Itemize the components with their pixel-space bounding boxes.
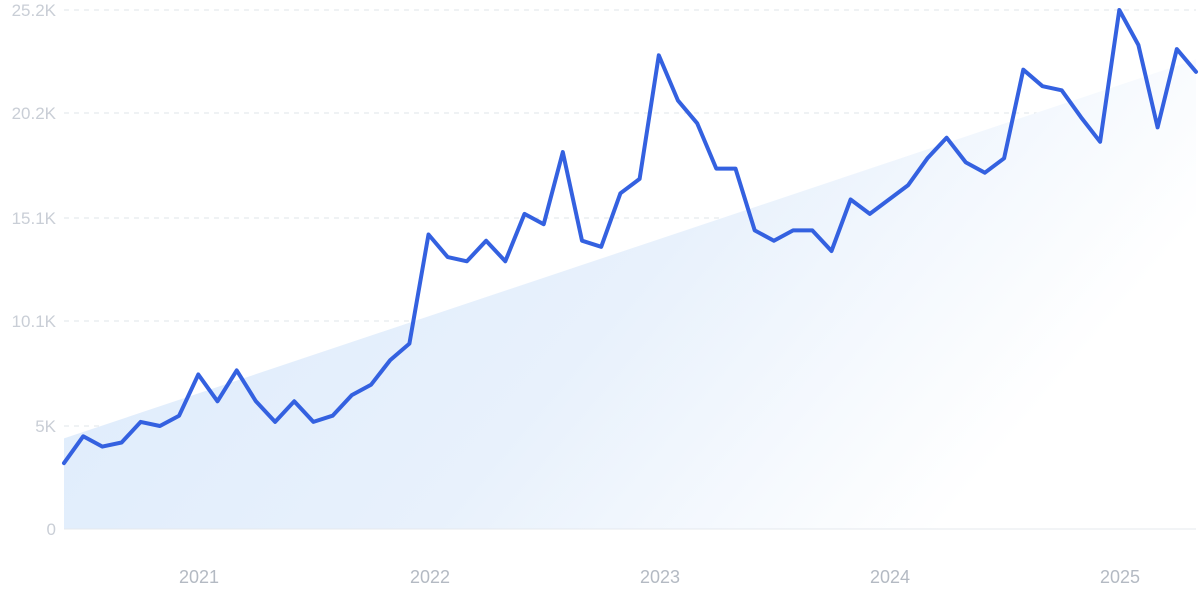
- y-tick-label: 15.1K: [12, 209, 57, 228]
- x-tick-label: 2021: [179, 567, 219, 587]
- y-tick-label: 5K: [35, 417, 56, 436]
- y-axis-ticks: 0 5K 10.1K 15.1K 20.2K 25.2K: [12, 1, 57, 539]
- series-line: [62, 8, 1198, 466]
- y-tick-label: 20.2K: [12, 104, 57, 123]
- trend-area: [64, 59, 1196, 530]
- x-tick-label: 2024: [870, 567, 910, 587]
- x-tick-label: 2022: [410, 567, 450, 587]
- x-tick-label: 2025: [1100, 567, 1140, 587]
- x-axis-ticks: 2021 2022 2023 2024 2025: [179, 567, 1140, 587]
- y-tick-label: 25.2K: [12, 1, 57, 20]
- y-tick-label: 0: [47, 520, 56, 539]
- y-tick-label: 10.1K: [12, 312, 57, 331]
- x-tick-label: 2023: [640, 567, 680, 587]
